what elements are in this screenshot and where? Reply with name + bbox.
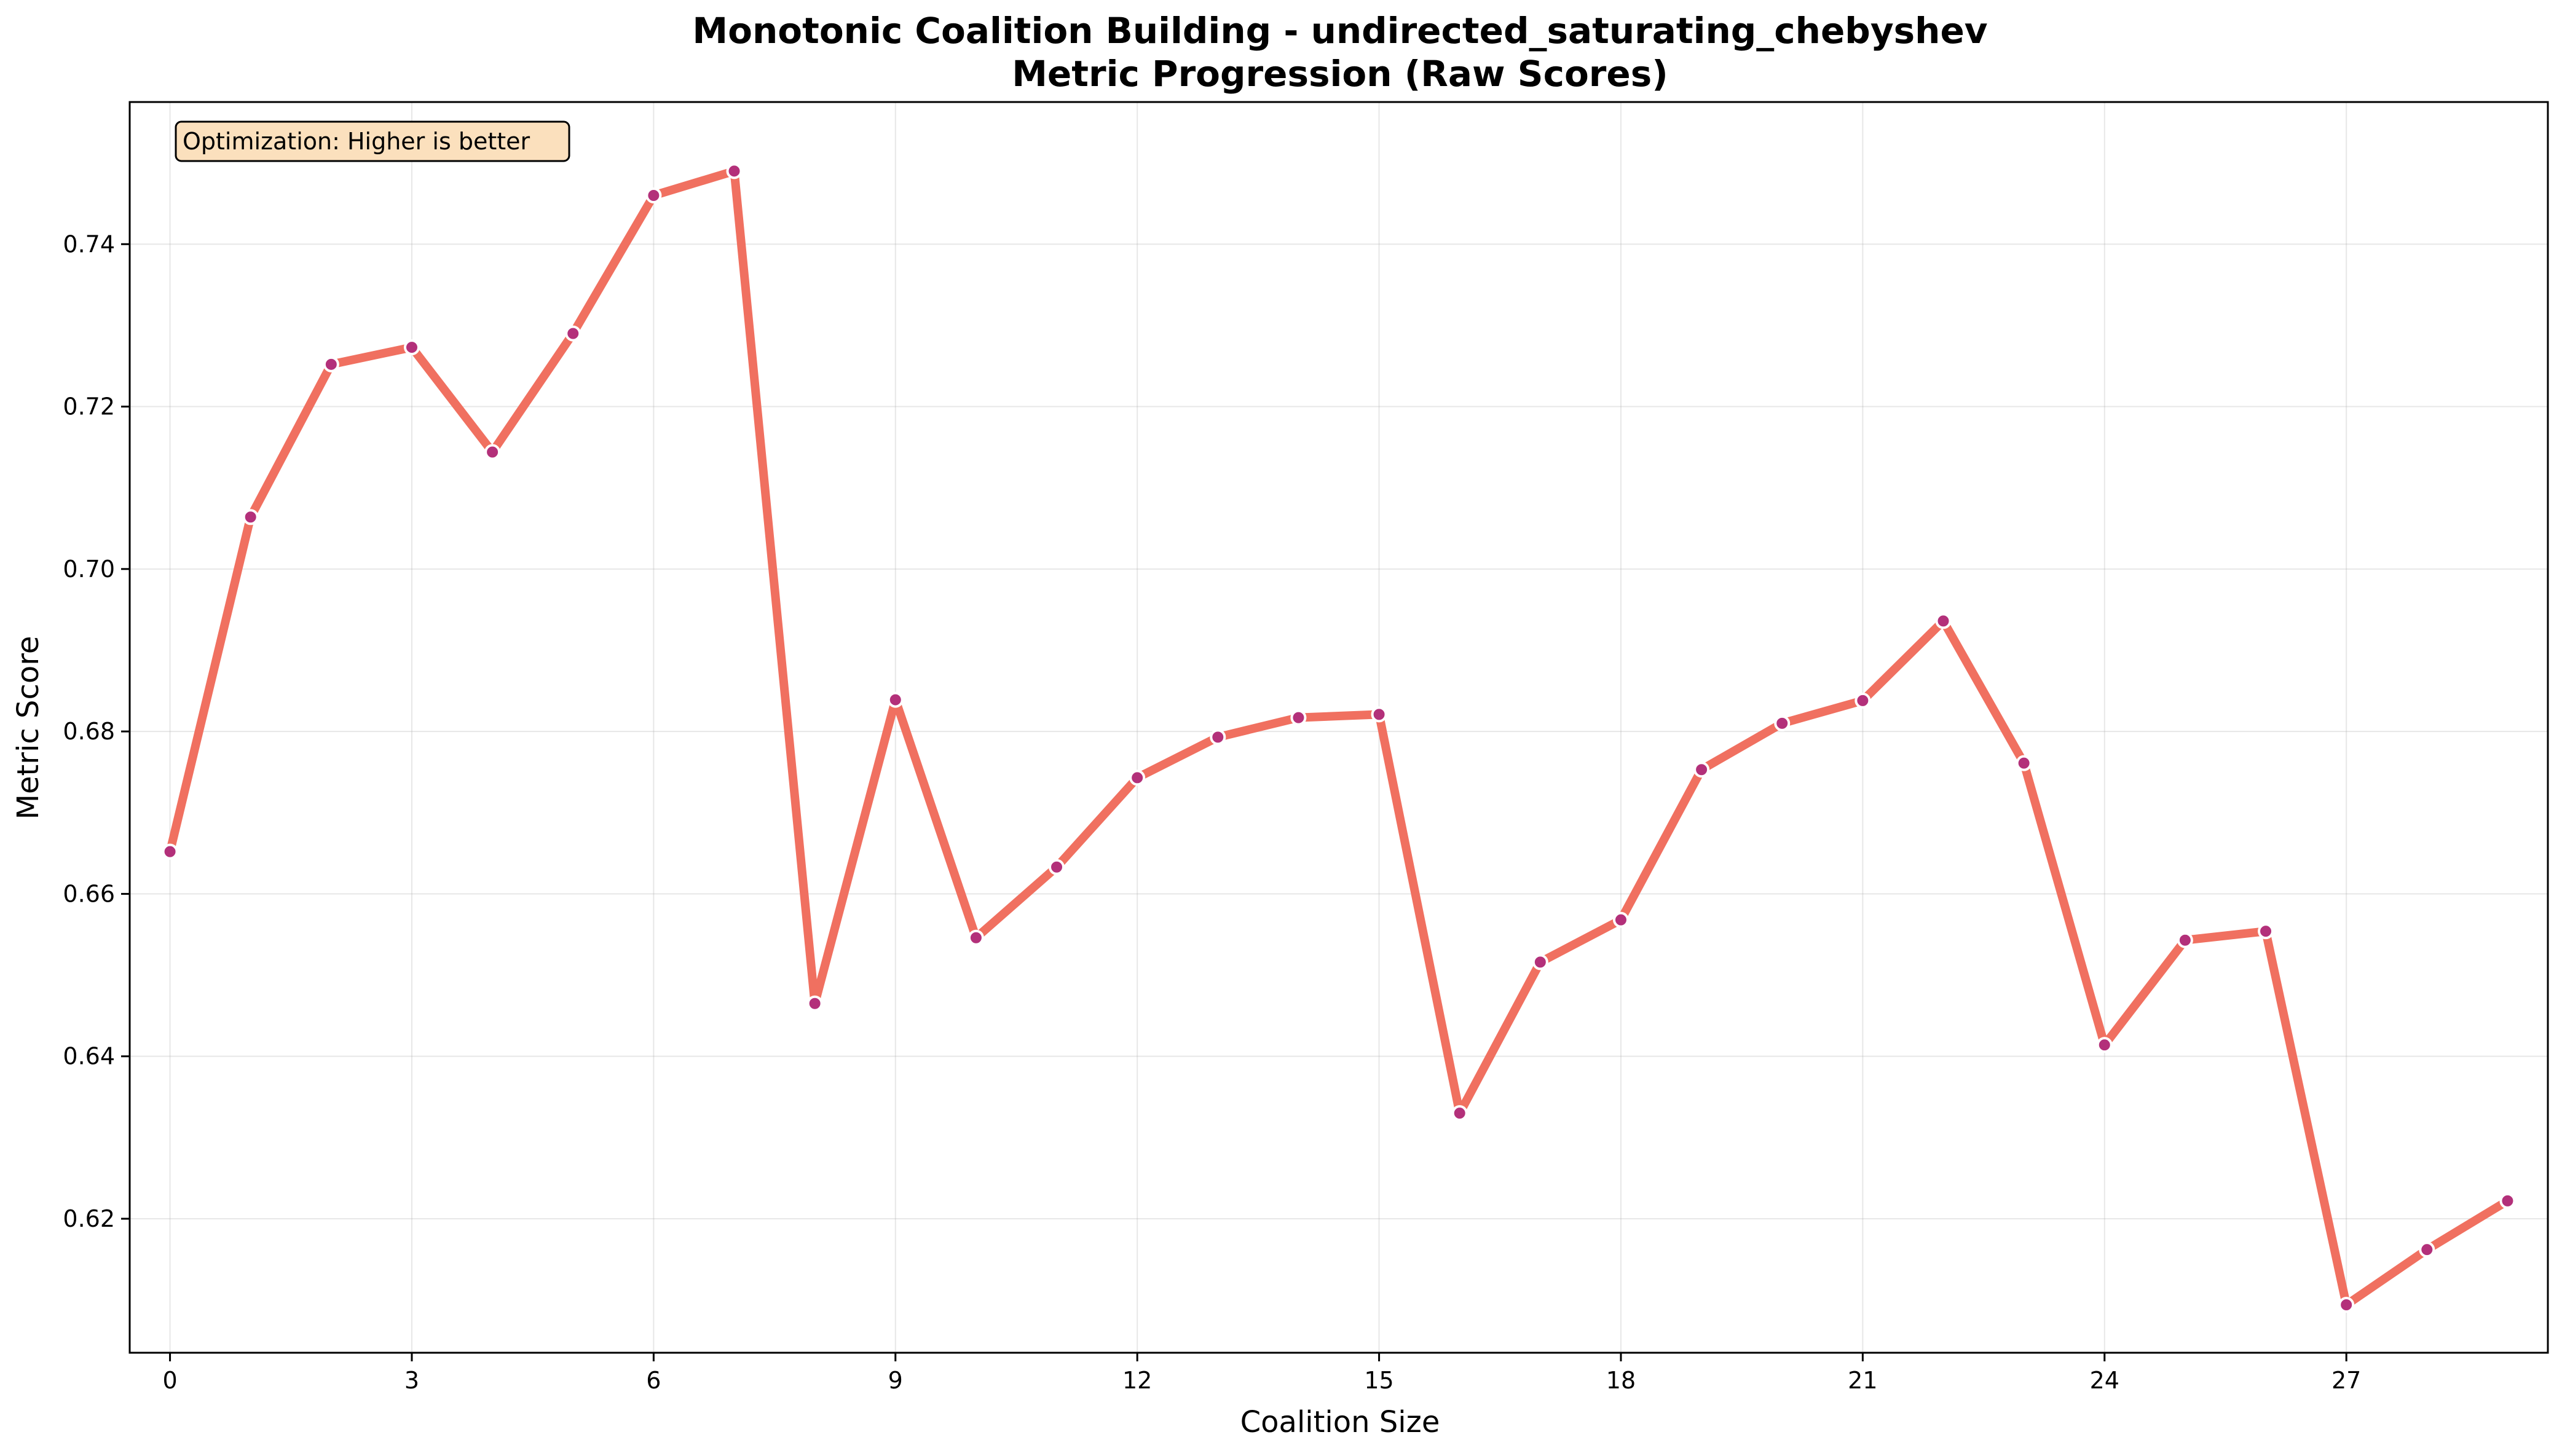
- y-tick-label: 0.68: [63, 718, 115, 745]
- data-point: [1854, 692, 1871, 709]
- data-point: [1049, 859, 1065, 875]
- chart-subtitle: Metric Progression (Raw Scores): [1012, 53, 1668, 95]
- data-point: [484, 444, 501, 460]
- x-tick-label: 15: [1364, 1367, 1393, 1394]
- data-point: [2258, 923, 2274, 940]
- data-point: [2016, 755, 2032, 771]
- y-tick-label: 0.64: [63, 1043, 115, 1070]
- y-tick-label: 0.74: [63, 230, 115, 258]
- series-markers: [162, 163, 2516, 1313]
- data-point: [1532, 954, 1548, 970]
- data-point: [1935, 613, 1952, 629]
- annotation-background: [175, 120, 570, 162]
- x-tick-label: 21: [1848, 1367, 1877, 1394]
- series-path: [165, 167, 2512, 1309]
- x-tick-label: 27: [2331, 1367, 2361, 1394]
- data-point: [968, 929, 984, 946]
- y-tick-label: 0.72: [63, 393, 115, 420]
- data-point: [1129, 769, 1146, 786]
- data-point: [806, 995, 823, 1012]
- data-point: [2499, 1192, 2516, 1209]
- x-tick-label: 9: [888, 1367, 903, 1394]
- data-point: [323, 356, 339, 372]
- x-tick-label: 24: [2090, 1367, 2119, 1394]
- data-point: [403, 339, 420, 356]
- data-point: [242, 509, 259, 525]
- data-point: [565, 325, 581, 342]
- y-axis-label: Metric Score: [11, 636, 45, 820]
- data-point: [887, 691, 904, 708]
- x-tick-label: 3: [404, 1367, 419, 1394]
- y-tick-label: 0.66: [63, 880, 115, 907]
- x-tick-label: 12: [1122, 1367, 1152, 1394]
- chart-title: Monotonic Coalition Building - undirecte…: [692, 10, 1987, 52]
- data-point: [645, 187, 662, 203]
- y-axis: 0.62 0.64 0.66 0.68 0.70 0.72 0.74: [63, 230, 130, 1232]
- data-point: [1210, 729, 1226, 746]
- x-tick-label: 18: [1606, 1367, 1636, 1394]
- x-tick-label: 6: [646, 1367, 661, 1394]
- data-point: [2419, 1242, 2435, 1258]
- data-point: [2096, 1037, 2113, 1053]
- data-point: [1693, 761, 1710, 778]
- data-point: [2338, 1297, 2355, 1313]
- y-tick-label: 0.70: [63, 556, 115, 583]
- data-point: [1451, 1105, 1468, 1122]
- data-point: [1371, 706, 1387, 723]
- x-axis: 0 3 6 9 12 15 18 21 24 27: [162, 1353, 2361, 1394]
- data-point: [1612, 911, 1629, 928]
- data-point: [2177, 932, 2193, 948]
- annotation-box: Optimization: Higher is better: [175, 120, 570, 162]
- x-tick-label: 0: [162, 1367, 177, 1394]
- annotation-text: Optimization: Higher is better: [183, 128, 530, 155]
- x-axis-label: Coalition Size: [1240, 1405, 1440, 1439]
- data-point: [1774, 715, 1791, 731]
- series-line: [165, 167, 2512, 1309]
- data-point: [162, 843, 178, 860]
- plot-frame: [128, 101, 2549, 1354]
- data-point: [1290, 709, 1307, 726]
- y-tick-label: 0.62: [63, 1205, 115, 1232]
- data-point: [726, 163, 743, 179]
